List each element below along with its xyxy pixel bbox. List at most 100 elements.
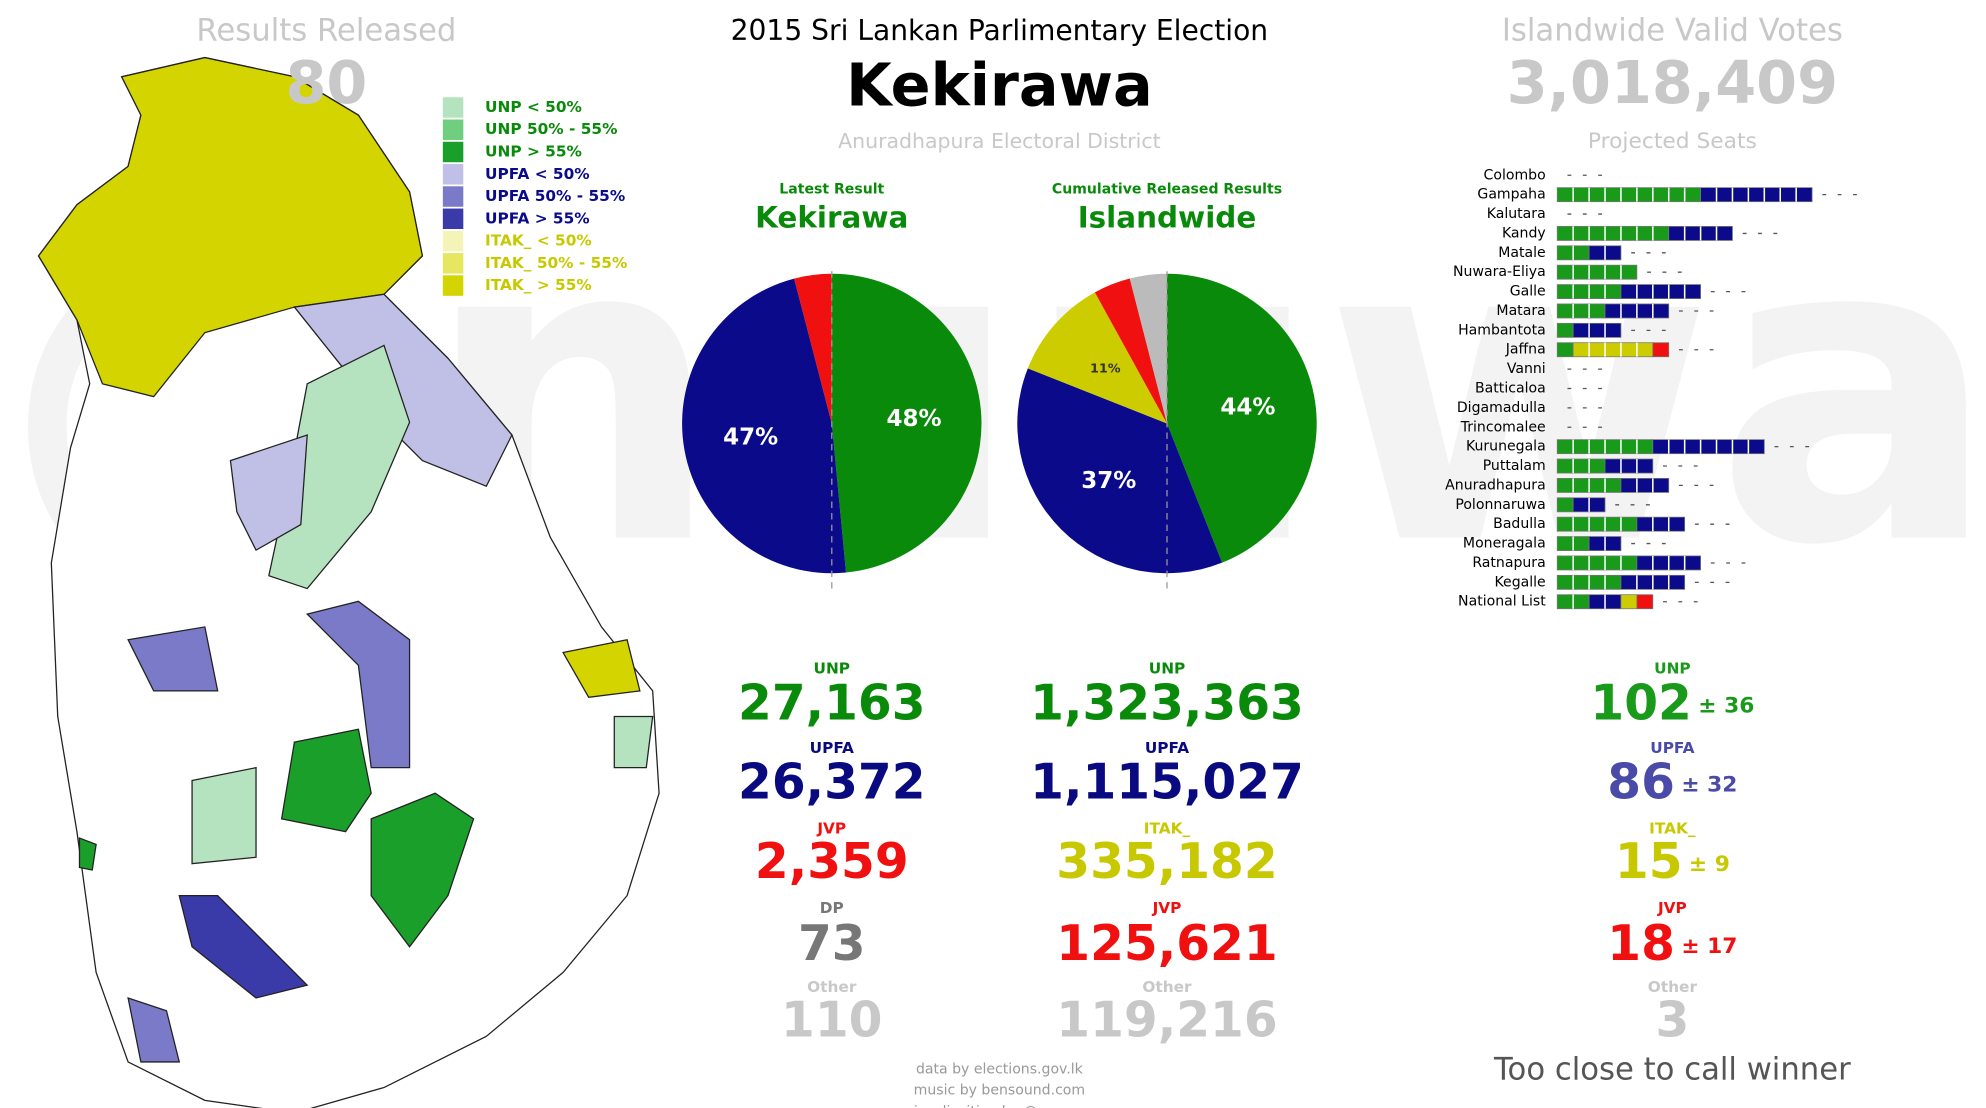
district-label: Digamadulla — [1457, 400, 1546, 416]
seat-margin: ± 32 — [1681, 773, 1737, 798]
party-label: ITAK_ — [1144, 820, 1191, 838]
district-label: Jaffna — [1505, 342, 1546, 358]
title: 2015 Sri Lankan Parlimentary Election — [731, 14, 1269, 47]
seat-segment — [1556, 226, 1670, 241]
division: Kekirawa — [846, 51, 1153, 120]
pie-slice — [831, 273, 982, 573]
district-label: Ratnapura — [1472, 555, 1545, 571]
vote-count: 26,372 — [738, 755, 926, 811]
seat-segment — [1652, 342, 1670, 358]
seat-count: 3 — [1655, 993, 1689, 1049]
district-label: Anuradhapura — [1445, 477, 1546, 493]
map-region — [127, 626, 219, 692]
map-region — [37, 56, 424, 398]
party-label: Other — [1142, 978, 1192, 996]
legend-label: UPFA > 55% — [485, 209, 590, 227]
vote-count: 1,115,027 — [1030, 755, 1304, 811]
map-region — [370, 792, 475, 948]
seat-segment — [1556, 303, 1606, 319]
legend-swatch — [442, 141, 464, 163]
pie-label: 44% — [1220, 395, 1275, 421]
district-label: Trincomalee — [1460, 419, 1546, 435]
party-label: UPFA — [1650, 739, 1694, 757]
party-label: UNP — [1654, 660, 1691, 678]
released-label: Results Released — [196, 13, 456, 48]
legend-label: ITAK_ > 55% — [485, 276, 592, 294]
party-label: UPFA — [1145, 739, 1189, 757]
party-label: UNP — [1149, 660, 1186, 678]
party-label: DP — [820, 899, 844, 917]
map-region — [78, 837, 97, 871]
district: Anuradhapura Electoral District — [838, 129, 1161, 153]
legend-label: UNP 50% - 55% — [485, 120, 617, 138]
pie-slice — [1167, 273, 1317, 563]
seat-margin: ± 9 — [1689, 852, 1730, 877]
pie-slice — [1017, 368, 1223, 574]
credit: data by elections.gov.lk — [916, 1062, 1084, 1078]
seat-segment — [1620, 594, 1638, 610]
vote-count: 110 — [781, 993, 882, 1049]
pie-title: Kekirawa — [755, 200, 908, 234]
seat-projection: 102 ± 36 — [1590, 675, 1754, 731]
map-region — [191, 766, 257, 865]
map-region — [229, 434, 308, 552]
seat-segment — [1556, 497, 1574, 513]
legend-swatch — [442, 230, 464, 252]
district-label: Kegalle — [1495, 574, 1546, 590]
seat-segment — [1572, 342, 1654, 358]
party-label: UPFA — [810, 739, 854, 757]
map — [37, 56, 660, 1108]
map-region — [280, 728, 372, 833]
seat-margin: ± 36 — [1698, 693, 1754, 718]
seat-segment — [1556, 322, 1574, 338]
vote-count: 27,163 — [738, 675, 926, 731]
seat-segment — [1556, 458, 1606, 474]
legend-label: UNP > 55% — [485, 142, 582, 160]
seat-segment — [1636, 516, 1686, 532]
party-label: JVP — [816, 820, 846, 838]
legend-label: UPFA 50% - 55% — [485, 187, 625, 205]
legend-label: UPFA < 50% — [485, 165, 590, 183]
party-label: Other — [807, 978, 857, 996]
seat-projection: 18 ± 17 — [1607, 916, 1737, 972]
pie-title: Islandwide — [1078, 200, 1257, 234]
legend-swatch — [442, 253, 464, 274]
seat-count: 18 — [1607, 916, 1675, 972]
valid-votes-value: 3,018,409 — [1507, 48, 1838, 117]
pie-subtitle: Latest Result — [779, 181, 884, 197]
seat-segment — [1556, 342, 1574, 358]
seat-count: 15 — [1615, 834, 1683, 890]
district-label: Matale — [1498, 245, 1545, 261]
pie-label: 47% — [723, 424, 778, 450]
released-value: 80 — [285, 48, 367, 117]
district-label: Matara — [1496, 303, 1545, 319]
map-region — [305, 600, 411, 769]
seat-segment — [1556, 187, 1701, 203]
district-label: Puttalam — [1483, 458, 1546, 474]
district-label: Hambantota — [1458, 322, 1546, 338]
seat-count: 86 — [1607, 755, 1675, 811]
pie-slice — [1129, 273, 1168, 424]
legend-swatch — [442, 275, 464, 296]
pie-slice — [1027, 292, 1168, 424]
vote-count: 1,323,363 — [1030, 675, 1304, 731]
seat-projection: 86 ± 32 — [1607, 755, 1737, 811]
valid-votes-label: Islandwide Valid Votes — [1502, 13, 1843, 48]
legend-label: ITAK_ < 50% — [485, 232, 592, 250]
vote-count: 335,182 — [1056, 834, 1277, 890]
seat-segment — [1572, 322, 1622, 338]
seat-segment — [1620, 478, 1670, 493]
seat-segment — [1636, 594, 1654, 610]
map-region — [127, 997, 181, 1063]
district-label: National List — [1458, 594, 1546, 610]
legend-swatch — [442, 97, 464, 118]
district-label: Kalutara — [1487, 206, 1546, 222]
district-label: Kandy — [1502, 225, 1546, 241]
legend-swatch — [442, 208, 464, 230]
district-label: Colombo — [1484, 167, 1546, 183]
pie-slice — [1094, 278, 1168, 424]
legend-swatch — [442, 164, 464, 185]
district-label: Vanni — [1507, 361, 1546, 377]
seat-count: 102 — [1590, 675, 1691, 731]
legend-label: UNP < 50% — [485, 98, 582, 116]
